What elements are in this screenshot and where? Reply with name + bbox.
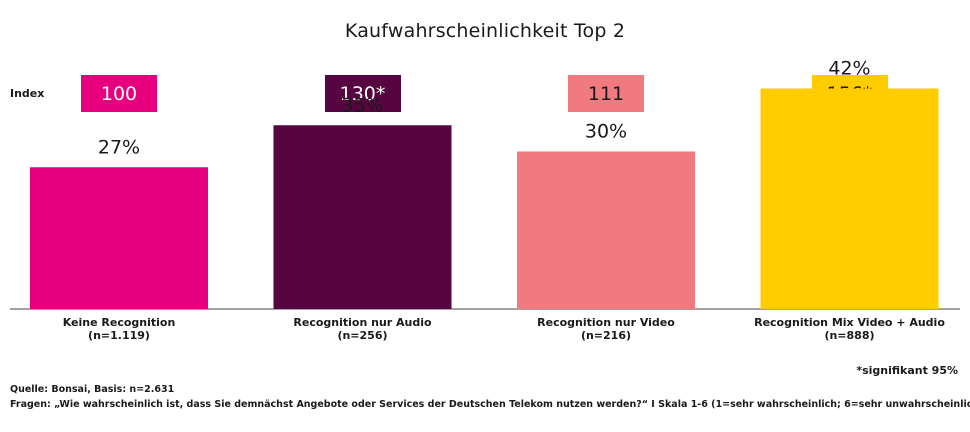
bar-2 xyxy=(273,125,452,309)
question-note: Fragen: „Wie wahrscheinlich ist, dass Si… xyxy=(10,399,970,410)
category-label-1: Keine Recognition (n=1.119) xyxy=(19,316,219,342)
category-sample-size: (n=216) xyxy=(580,329,632,342)
index-badge-1: 100 xyxy=(81,75,157,112)
chart-title: Kaufwahrscheinlichkeit Top 2 xyxy=(344,20,626,42)
category-name: Recognition Mix Video + Audio xyxy=(754,316,945,329)
bar-1 xyxy=(30,167,208,309)
category-sample-size: (n=1.119) xyxy=(88,329,150,342)
category-label-4: Recognition Mix Video + Audio (n=888) xyxy=(750,316,950,342)
bar-3 xyxy=(517,151,695,309)
bar-value-label-1: 27% xyxy=(98,136,140,158)
category-label-3: Recognition nur Video (n=216) xyxy=(506,316,706,342)
bar-value-label-4: 42% xyxy=(828,58,870,80)
category-label-2: Recognition nur Audio (n=256) xyxy=(263,316,463,342)
bar-value-label-3: 30% xyxy=(585,121,627,143)
bar-value-label-2: 35% xyxy=(341,94,383,116)
category-name: Keine Recognition xyxy=(62,316,176,329)
index-badge-3: 111 xyxy=(568,75,644,112)
category-name: Recognition nur Video xyxy=(537,316,675,329)
index-badge-2: 130* xyxy=(324,75,401,112)
category-name: Recognition nur Audio xyxy=(293,316,432,329)
source-note: Quelle: Bonsai, Basis: n=2.631 xyxy=(10,384,175,395)
bar-4 xyxy=(760,88,939,309)
category-sample-size: (n=256) xyxy=(337,329,388,342)
significance-note: *signifikant 95% xyxy=(856,364,958,377)
category-sample-size: (n=888) xyxy=(824,329,875,342)
index-label: Index xyxy=(10,87,45,100)
